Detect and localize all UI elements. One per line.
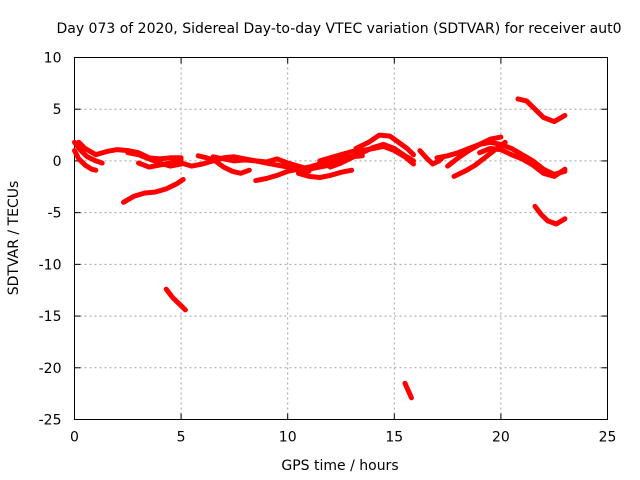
series-arc-2 [72, 148, 99, 173]
series-arc-6 [136, 157, 184, 170]
series-arc-16 [353, 132, 416, 158]
x-tick-label: 10 [279, 430, 297, 446]
y-tick-label: -20 [39, 361, 62, 377]
x-tick-label: 15 [385, 430, 403, 446]
y-tick-label: 0 [53, 154, 62, 170]
series-arc-15 [327, 141, 416, 170]
series-arc-7 [163, 286, 188, 313]
series-arc-22 [451, 139, 508, 179]
y-tick-label: -15 [39, 309, 62, 325]
x-tick-label: 0 [70, 430, 79, 446]
y-tick-label: -5 [48, 206, 62, 222]
chart-title: Day 073 of 2020, Sidereal Day-to-day VTE… [56, 21, 621, 37]
data-series [72, 96, 568, 401]
y-tick-labels: 10 5 0 -5 -10 -15 -20 -25 [39, 51, 62, 429]
series-arc-11 [242, 156, 344, 172]
y-tick-label: -25 [39, 413, 62, 429]
series-arc-1 [72, 139, 105, 166]
y-tick-label: -10 [39, 257, 62, 273]
series-arc-5 [125, 150, 184, 169]
series-arc-23 [515, 96, 568, 125]
x-tick-label: 5 [177, 430, 186, 446]
y-axis-label: SDTVAR / TECUs [6, 181, 22, 296]
series-arc-9 [195, 153, 252, 176]
axis-ticks [74, 57, 608, 420]
y-tick-label: 5 [53, 102, 62, 118]
x-axis-label: GPS time / hours [281, 458, 398, 474]
series-arc-13 [295, 167, 355, 180]
series-arc-24 [532, 203, 568, 227]
x-tick-label: 20 [492, 430, 510, 446]
series-arc-17 [402, 380, 414, 401]
plot-frame [74, 57, 608, 420]
x-tick-labels: 0 5 10 15 20 25 [70, 430, 616, 446]
series-arc-12 [253, 153, 365, 184]
x-tick-label: 25 [599, 430, 617, 446]
grid [74, 57, 608, 420]
series-arc-4 [121, 177, 186, 205]
y-tick-label: 10 [44, 51, 62, 67]
